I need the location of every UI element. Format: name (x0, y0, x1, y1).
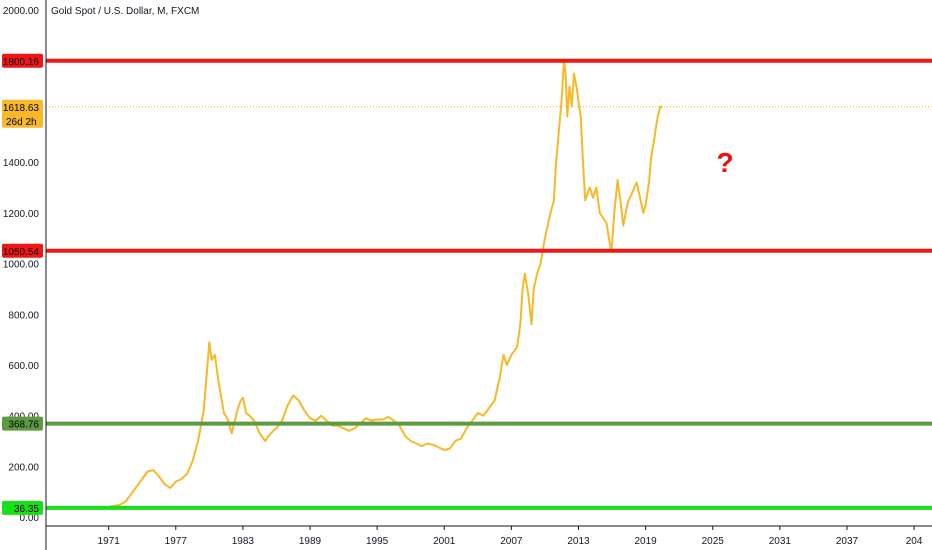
x-tick-label: 2037 (836, 536, 859, 547)
price-tag-label-0: 1800.16 (3, 57, 40, 68)
x-tick-label: 1989 (299, 536, 322, 547)
x-tick-label: 1995 (366, 536, 389, 547)
price-tag-label-4: 36.35 (14, 504, 39, 515)
series-line-0 (97, 59, 663, 509)
x-tick-label: 2013 (567, 536, 590, 547)
price-tag-0 (2, 53, 43, 68)
y-tick-label: 200.00 (8, 462, 39, 473)
price-tag-2 (2, 243, 43, 258)
chart-title: Gold Spot / U.S. Dollar, M, FXCM (51, 6, 199, 17)
x-tick-label: 1983 (232, 536, 255, 547)
x-tick-label: 2031 (769, 536, 792, 547)
annotation-question-mark: ? (716, 147, 733, 178)
x-tick-labels: 1971 1977 1983 1989 1995 2001 2007 2013 2019 2025… (98, 526, 923, 547)
x-tick-label: 2007 (500, 536, 523, 547)
annotations: ? (716, 147, 733, 178)
price-tag-sublabel: 26d 2h (6, 117, 37, 128)
x-tick-label: 2019 (634, 536, 657, 547)
price-tag-label-2: 1050.54 (3, 247, 40, 258)
y-tick-labels: 2000.00 1400.00 1200.00 1000.00 800.00 600.00… (3, 6, 40, 524)
y-tick-label: 800.00 (8, 310, 39, 321)
price-tag-4 (2, 500, 43, 515)
y-tick-label: 1400.00 (3, 158, 40, 169)
price-tags: 1800.16 1618.63 26d 2h 1050.54 368.76 36.35 (2, 53, 43, 515)
y-tick-label: 0.00 (20, 513, 40, 524)
y-tick-label: 1200.00 (3, 209, 40, 220)
plot-area (97, 59, 663, 509)
x-tick-label: 2025 (702, 536, 725, 547)
x-tick-label: 1971 (98, 536, 121, 547)
horizontal-levels (46, 58, 932, 510)
y-tick-label: 1000.00 (3, 260, 40, 271)
x-tick-label: 1977 (165, 536, 188, 547)
axes (45, 0, 932, 550)
y-tick-label: 2000.00 (3, 6, 40, 17)
y-tick-label: 600.00 (8, 361, 39, 372)
price-tag-label-1: 1618.63 (3, 103, 40, 114)
price-tag-3 (2, 416, 43, 431)
price-tag-label-3: 368.76 (8, 420, 39, 431)
x-tick-label: 204 (906, 536, 923, 547)
x-tick-label: 2001 (433, 536, 456, 547)
price-tag-1 (2, 99, 43, 128)
